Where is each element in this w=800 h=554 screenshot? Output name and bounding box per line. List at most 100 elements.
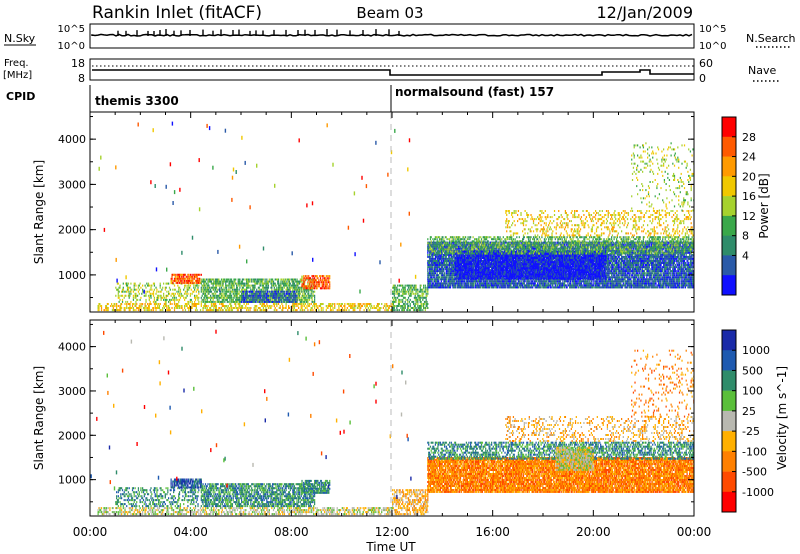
data-cell	[221, 287, 222, 289]
data-cell	[203, 299, 204, 301]
data-cell	[321, 307, 322, 309]
data-cell	[330, 303, 331, 305]
data-cell	[192, 307, 193, 309]
data-cell	[177, 285, 178, 287]
data-cell	[216, 307, 217, 309]
data-cell	[219, 303, 220, 305]
data-cell	[276, 305, 277, 307]
data-cell	[184, 299, 185, 301]
data-cell	[126, 291, 127, 293]
data-cell	[212, 305, 213, 307]
data-cell	[302, 305, 303, 307]
data-cell	[268, 307, 269, 309]
data-cell	[223, 293, 224, 295]
data-cell	[289, 307, 290, 309]
data-cell	[151, 285, 152, 287]
data-cell	[230, 303, 231, 305]
data-cell	[249, 293, 250, 295]
data-cell	[213, 293, 214, 295]
data-cell	[221, 307, 222, 309]
data-cell	[223, 283, 224, 285]
data-cell	[119, 287, 120, 289]
data-cell	[135, 305, 136, 307]
sky-noise-label: N.Sky	[4, 32, 36, 45]
data-cell	[157, 299, 158, 301]
data-cell	[119, 297, 120, 299]
data-cell	[169, 293, 170, 295]
data-cell	[228, 279, 229, 281]
data-cell	[216, 285, 217, 287]
data-cell	[217, 297, 218, 299]
data-cell	[146, 283, 147, 285]
data-cell	[150, 289, 151, 291]
data-cell	[369, 305, 370, 307]
data-cell	[340, 309, 341, 311]
data-cell	[260, 303, 261, 305]
data-cell	[288, 305, 289, 307]
data-cell	[176, 291, 177, 293]
data-cell	[138, 287, 139, 289]
data-cell	[211, 303, 212, 305]
data-cell	[158, 291, 159, 293]
data-cell	[255, 307, 256, 309]
data-cell	[179, 307, 180, 309]
data-cell	[314, 307, 315, 309]
data-cell	[133, 299, 134, 301]
data-cell	[233, 297, 234, 299]
data-cell	[332, 303, 333, 305]
data-cell	[381, 303, 382, 305]
data-cell	[190, 274, 191, 276]
data-cell	[130, 301, 131, 303]
data-cell	[203, 301, 204, 303]
data-cell	[213, 307, 214, 309]
data-cell	[216, 287, 217, 289]
data-cell	[274, 303, 275, 305]
data-cell	[282, 305, 283, 307]
data-cell	[197, 289, 198, 291]
data-cell	[181, 282, 182, 284]
data-cell	[178, 291, 179, 293]
data-cell	[249, 307, 250, 309]
data-cell	[110, 305, 111, 307]
data-cell	[159, 307, 160, 309]
data-cell	[229, 301, 230, 303]
data-cell	[220, 283, 221, 285]
data-cell	[140, 303, 141, 305]
data-cell	[210, 295, 211, 297]
data-cell	[344, 309, 345, 311]
data-cell	[184, 293, 185, 295]
data-cell	[359, 309, 360, 311]
data-cell	[145, 291, 146, 293]
data-cell	[196, 307, 197, 309]
data-cell	[183, 276, 184, 278]
data-cell	[354, 309, 355, 311]
data-cell	[208, 285, 209, 287]
cpid-mode-2: normalsound (fast) 157	[395, 85, 554, 99]
data-cell	[188, 274, 189, 276]
data-cell	[161, 289, 162, 291]
data-cell	[101, 305, 102, 307]
data-cell	[149, 297, 150, 299]
data-cell	[211, 281, 212, 283]
data-cell	[174, 285, 175, 287]
data-cell	[124, 303, 125, 305]
data-cell	[241, 285, 242, 287]
data-cell	[167, 295, 168, 297]
data-cell	[301, 307, 302, 309]
data-cell	[228, 291, 229, 293]
data-cell	[233, 293, 234, 295]
data-cell	[260, 283, 261, 285]
data-cell	[233, 283, 234, 285]
data-cell	[179, 287, 180, 289]
data-cell	[136, 289, 137, 291]
data-cell	[177, 282, 178, 284]
sky-tick-top: 10^5	[58, 24, 85, 35]
data-cell	[179, 276, 180, 278]
data-cell	[197, 309, 198, 311]
data-cell	[331, 309, 332, 311]
data-cell	[161, 299, 162, 301]
data-cell	[169, 287, 170, 289]
data-cell	[229, 309, 230, 311]
data-cell	[182, 295, 183, 297]
data-cell	[208, 289, 209, 291]
